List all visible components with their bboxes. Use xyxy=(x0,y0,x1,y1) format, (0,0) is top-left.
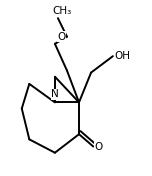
Text: OH: OH xyxy=(114,51,130,61)
Text: O: O xyxy=(57,32,66,42)
Text: N: N xyxy=(51,89,59,99)
Text: O: O xyxy=(95,142,103,152)
Text: CH₃: CH₃ xyxy=(53,6,72,16)
